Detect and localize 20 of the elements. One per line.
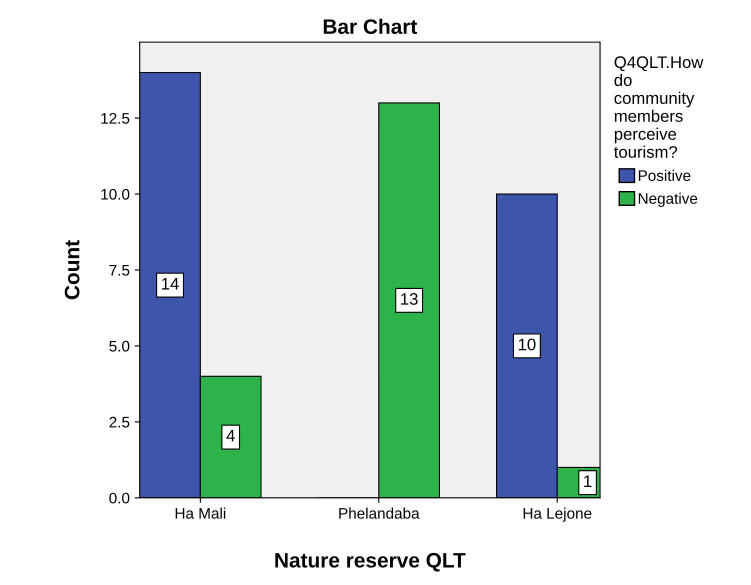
y-axis-title: Count	[64, 240, 80, 300]
y-tick-label: 2.5	[109, 416, 130, 428]
data-label: 1	[584, 475, 592, 487]
data-label: 13	[401, 293, 418, 305]
y-tick-label: 12.5	[101, 112, 130, 124]
data-label: 4	[226, 430, 235, 442]
x-tick-label: Phelandaba	[339, 508, 420, 519]
x-tick-label: Ha Lejone	[524, 508, 592, 522]
chart-title: Bar Chart	[324, 18, 418, 34]
legend-label: Positive	[638, 170, 690, 182]
x-tick-label: Ha Mali	[176, 508, 226, 519]
legend-label: Negative	[638, 192, 698, 207]
legend-title: Q4QLT.How do community members perceive tourism?	[614, 56, 704, 158]
y-tick-label: 10.0	[101, 188, 130, 200]
y-tick-label: 0.0	[109, 492, 130, 504]
x-axis-title: Nature reserve QLT	[275, 552, 466, 572]
data-label: 10	[518, 338, 536, 350]
data-label: 14	[162, 278, 179, 290]
y-tick-label: 7.5	[110, 265, 130, 276]
y-tick-label: 5.0	[109, 340, 130, 352]
